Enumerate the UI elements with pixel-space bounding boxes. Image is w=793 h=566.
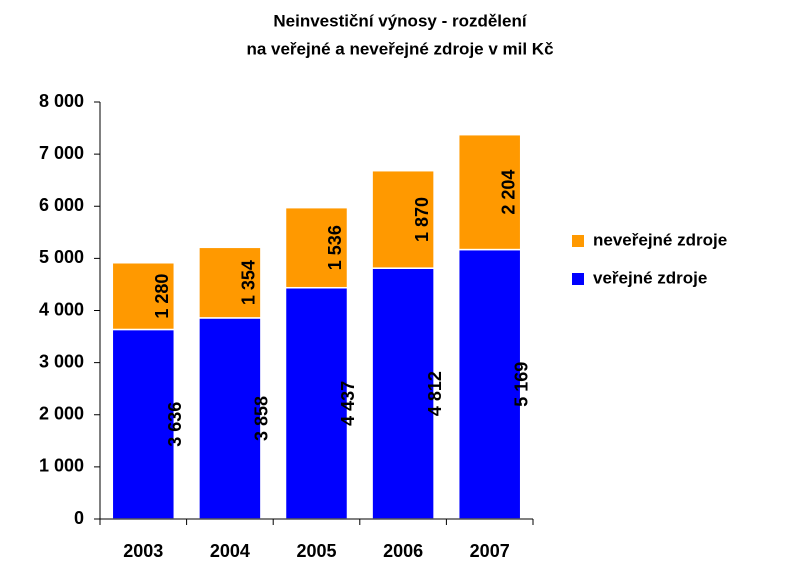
bar-segment [111, 262, 176, 331]
bar-segment [198, 246, 262, 319]
y-tick-label: 8 000 [39, 91, 84, 111]
value-label: 3 636 [165, 402, 185, 447]
legend-swatch [572, 235, 584, 247]
x-tick-label: 2006 [383, 541, 423, 561]
x-tick-label: 2004 [210, 541, 250, 561]
y-tick-label: 7 000 [39, 143, 84, 163]
y-tick-label: 3 000 [39, 351, 84, 371]
value-label: 4 812 [425, 371, 445, 416]
value-label: 5 169 [511, 362, 531, 407]
bar-segment [284, 206, 349, 289]
value-label: 1 536 [325, 225, 345, 270]
bar-segment [457, 133, 522, 251]
y-tick-label: 1 000 [39, 456, 84, 476]
value-label: 1 354 [239, 260, 259, 305]
chart-title: Neinvestiční výnosy - rozdělení [273, 11, 527, 30]
x-tick-label: 2007 [470, 541, 510, 561]
x-tick-label: 2005 [296, 541, 336, 561]
chart-title: na veřejné a neveřejné zdroje v mil Kč [246, 39, 553, 58]
y-tick-label: 6 000 [39, 195, 84, 215]
y-tick-label: 5 000 [39, 247, 84, 267]
bar-segment [371, 267, 435, 520]
bar-segment [371, 169, 435, 269]
value-label: 4 437 [338, 381, 358, 426]
legend-label: neveřejné zdroje [593, 230, 727, 249]
legend-label: veřejné zdroje [593, 268, 707, 287]
value-label: 2 204 [498, 170, 518, 215]
y-tick-label: 2 000 [39, 404, 84, 424]
y-tick-label: 0 [74, 508, 84, 528]
x-tick-label: 2003 [123, 541, 163, 561]
value-label: 1 280 [152, 274, 172, 319]
value-label: 3 858 [252, 396, 272, 441]
bar-segment [198, 317, 262, 520]
bar-segment [457, 248, 522, 520]
y-tick-label: 4 000 [39, 299, 84, 319]
legend-swatch [572, 273, 584, 285]
value-label: 1 870 [412, 197, 432, 242]
